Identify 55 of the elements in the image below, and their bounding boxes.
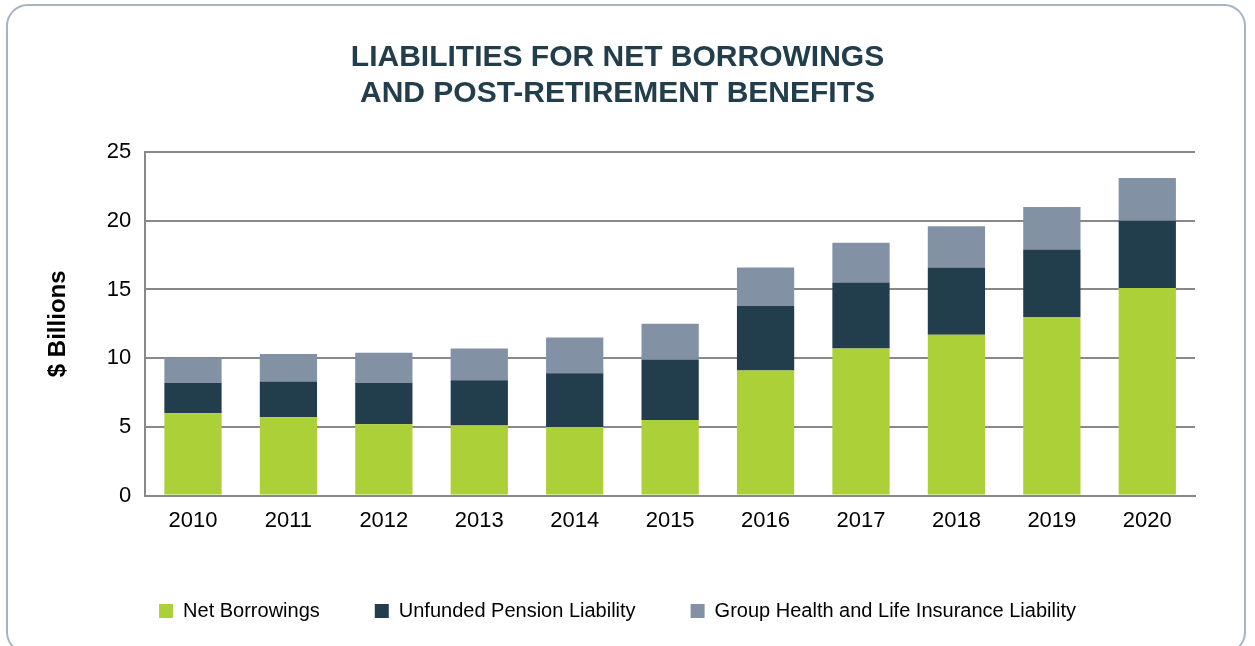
bar <box>259 381 318 418</box>
y-tick-label: 20 <box>106 206 132 232</box>
bar <box>450 380 508 426</box>
bar <box>736 370 795 495</box>
bar <box>1023 206 1081 250</box>
bar <box>164 382 222 414</box>
bar <box>164 413 222 495</box>
x-tick-label: 2020 <box>1122 506 1172 532</box>
x-tick-label: 2010 <box>168 506 218 532</box>
y-tick-label: 15 <box>106 275 132 301</box>
bar <box>450 425 508 495</box>
bar <box>1118 220 1176 289</box>
bar <box>832 282 890 349</box>
bar <box>546 373 604 427</box>
x-tick-label: 2018 <box>931 506 981 532</box>
x-tick-label: 2015 <box>645 506 695 532</box>
y-tick-label: 5 <box>119 412 132 438</box>
x-tick-label: 2017 <box>836 506 886 532</box>
x-tick-label: 2019 <box>1027 506 1077 532</box>
y-tick-label: 25 <box>106 138 132 164</box>
bar <box>736 305 795 371</box>
legend-label: Unfunded Pension Liability <box>398 598 636 621</box>
x-tick-label: 2016 <box>741 506 791 532</box>
bar <box>927 334 986 495</box>
bar <box>259 354 318 382</box>
y-axis-title: $ Billions <box>43 270 71 378</box>
bar <box>259 417 318 495</box>
bar <box>546 426 604 495</box>
bar <box>355 424 413 495</box>
x-tick-label: 2012 <box>359 506 409 532</box>
bar <box>450 348 508 381</box>
bar <box>641 359 699 421</box>
x-tick-label: 2013 <box>454 506 504 532</box>
y-tick-label: 10 <box>106 344 132 370</box>
bar <box>1023 249 1081 317</box>
y-tick-label: 0 <box>119 481 132 507</box>
bar <box>832 242 890 283</box>
bar <box>832 348 890 495</box>
bar <box>927 267 986 335</box>
bar <box>641 323 699 360</box>
legend-label: Group Health and Life Insurance Liability <box>714 598 1076 621</box>
chart-title: LIABILITIES FOR NET BORROWINGS AND POST-RETIREMENT BENEFITS <box>350 39 885 109</box>
bar <box>1023 316 1081 495</box>
bar <box>927 226 986 268</box>
bar <box>1118 178 1176 221</box>
bar <box>1118 288 1176 495</box>
bar <box>355 382 413 425</box>
bar <box>164 358 222 383</box>
bar <box>641 420 699 495</box>
legend-label: Net Borrowings <box>183 598 320 621</box>
x-tick-label: 2014 <box>550 506 600 532</box>
bar <box>736 267 795 306</box>
bar <box>355 352 413 383</box>
bar <box>546 337 604 374</box>
x-tick-label: 2011 <box>264 506 313 532</box>
